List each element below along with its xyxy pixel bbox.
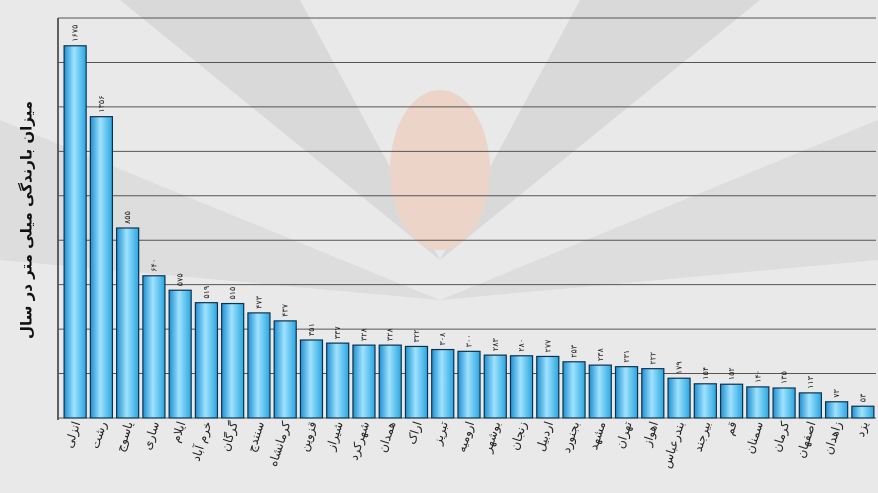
- value-label: ۴۷۳: [254, 295, 263, 309]
- value-label: ۳۲۸: [386, 328, 395, 342]
- value-label: ۱۴۰: [753, 370, 762, 383]
- value-label: ۲۷۷: [543, 339, 552, 353]
- bar: [719, 383, 744, 419]
- bar: [641, 368, 665, 419]
- bar: [142, 275, 166, 419]
- bar: [667, 377, 691, 419]
- bar: [116, 227, 140, 419]
- value-label: ۱۳۵۶: [97, 95, 106, 112]
- value-label: ۳۵۱: [307, 323, 316, 336]
- bar: [89, 116, 114, 419]
- value-label: ۲۸۰: [517, 339, 526, 352]
- bar: [326, 342, 350, 419]
- bar: [851, 405, 875, 419]
- value-label: ۵۳: [858, 393, 867, 402]
- bar: [352, 344, 376, 419]
- bar: [509, 355, 534, 419]
- value-label: ۵۱۵: [228, 287, 237, 300]
- value-label: ۳۰۸: [438, 332, 447, 346]
- bar: [404, 345, 429, 419]
- bar: [824, 401, 849, 419]
- y-axis-label: میزان بارندگی میلی متر در سال: [18, 101, 36, 339]
- bar: [457, 350, 481, 419]
- value-label: ۲۸۳: [491, 338, 500, 352]
- value-label: ۳۰۰: [465, 334, 474, 347]
- bar: [588, 364, 612, 419]
- bar: [221, 302, 245, 419]
- value-label: ۵۱۹: [202, 286, 211, 299]
- value-label: ۳۲۸: [359, 328, 368, 342]
- x-tick-label: ایلام: [168, 420, 188, 445]
- x-tick-label: یزد: [853, 420, 872, 439]
- value-label: ۷۳: [832, 388, 841, 397]
- value-label: ۲۳۱: [622, 350, 631, 363]
- value-label: ۲۲۲: [648, 352, 657, 365]
- value-label: ۵۷۵: [176, 273, 185, 286]
- value-label: ۸۵۵: [123, 211, 132, 224]
- value-label: ۶۴۰: [149, 259, 158, 272]
- bar: [247, 312, 271, 419]
- bar: [168, 289, 192, 419]
- value-label: ۱۶۷۵: [71, 25, 80, 42]
- bar: [772, 387, 796, 419]
- bar: [614, 366, 639, 419]
- bar: [536, 355, 560, 419]
- bar: [63, 45, 87, 419]
- value-label: ۳۲۲: [412, 330, 421, 343]
- value-label: ۴۳۷: [281, 303, 290, 317]
- value-label: ۱۵۲: [727, 367, 736, 380]
- bar: [431, 348, 455, 419]
- x-tick-label: قم: [722, 420, 740, 437]
- bar: [746, 386, 770, 419]
- bar: [299, 339, 324, 419]
- bar: [194, 302, 219, 419]
- bar: [273, 320, 297, 419]
- bar: [798, 392, 822, 419]
- value-label: ۱۷۹: [675, 361, 684, 374]
- bar: [378, 344, 402, 419]
- value-label: ۲۳۸: [596, 348, 605, 362]
- value-label: ۱۱۳: [806, 375, 815, 389]
- value-label: ۳۳۷: [333, 326, 342, 340]
- value-label: ۱۳۵: [780, 371, 789, 384]
- value-label: ۲۵۳: [570, 344, 579, 358]
- bar: [562, 361, 586, 419]
- value-label: ۱۵۴: [701, 367, 710, 380]
- bar: [483, 354, 507, 419]
- bar: [693, 383, 717, 419]
